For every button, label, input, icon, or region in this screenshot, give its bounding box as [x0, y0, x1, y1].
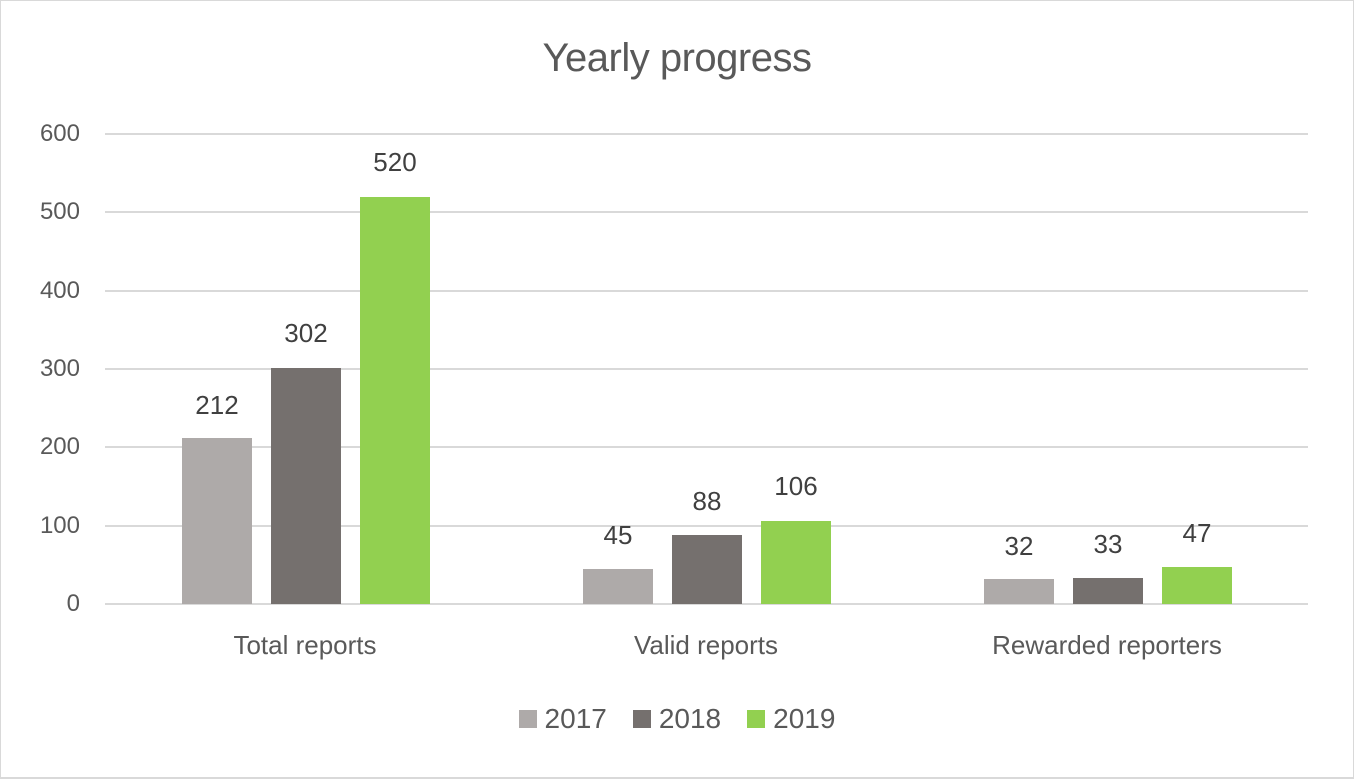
legend-label-2017: 2017: [544, 703, 607, 734]
legend-item-2017: 2017: [518, 703, 607, 735]
data-label: 47: [1182, 518, 1212, 548]
legend-swatch-2018: [632, 710, 651, 728]
legend-swatch-2019: [747, 710, 766, 728]
gridline-400: [105, 290, 1308, 292]
bar-total-reports-2019: [360, 197, 430, 604]
x-category-rewarded-reporters: Rewarded reporters: [992, 630, 1222, 660]
data-label: 212: [195, 390, 239, 420]
data-label: 32: [1004, 531, 1034, 561]
legend-item-2019: 2019: [747, 703, 835, 735]
bar-rewarded-reporters-2019: [1162, 567, 1232, 604]
legend-item-2018: 2018: [632, 703, 722, 735]
y-tick-200: 200: [39, 433, 80, 460]
data-label: 88: [692, 486, 722, 516]
plot-area: 212 302 520 45 88 106 32 33 47: [105, 133, 1308, 605]
bar-valid-reports-2018: [672, 535, 742, 604]
legend-label-2019: 2019: [773, 703, 836, 734]
data-label: 520: [373, 147, 417, 177]
legend: 2017 2018 2019: [0, 703, 1354, 735]
y-tick-600: 600: [39, 120, 80, 147]
chart-title: Yearly progress: [542, 36, 812, 80]
y-tick-500: 500: [39, 198, 80, 225]
x-category-valid-reports: Valid reports: [633, 630, 779, 660]
legend-swatch-2017: [518, 710, 537, 728]
bar-rewarded-reporters-2017: [984, 579, 1054, 604]
gridline-300: [105, 368, 1308, 370]
y-tick-300: 300: [39, 355, 80, 382]
bar-total-reports-2018: [271, 368, 341, 604]
x-axis-baseline: [105, 603, 1308, 605]
y-tick-0: 0: [66, 590, 80, 617]
gridline-600: [105, 133, 1308, 135]
bar-valid-reports-2017: [583, 569, 653, 604]
bar-rewarded-reporters-2018: [1073, 578, 1143, 604]
gridline-200: [105, 446, 1308, 448]
x-category-total-reports: Total reports: [233, 630, 377, 660]
gridline-100: [105, 525, 1308, 527]
data-label: 33: [1093, 529, 1123, 559]
bar-total-reports-2017: [182, 438, 252, 604]
data-label: 302: [284, 318, 328, 348]
data-label: 45: [603, 520, 633, 550]
gridline-500: [105, 211, 1308, 213]
y-tick-400: 400: [39, 277, 80, 304]
data-label: 106: [774, 471, 818, 501]
y-tick-100: 100: [39, 512, 80, 539]
legend-label-2018: 2018: [658, 703, 722, 734]
bar-valid-reports-2019: [761, 521, 831, 604]
